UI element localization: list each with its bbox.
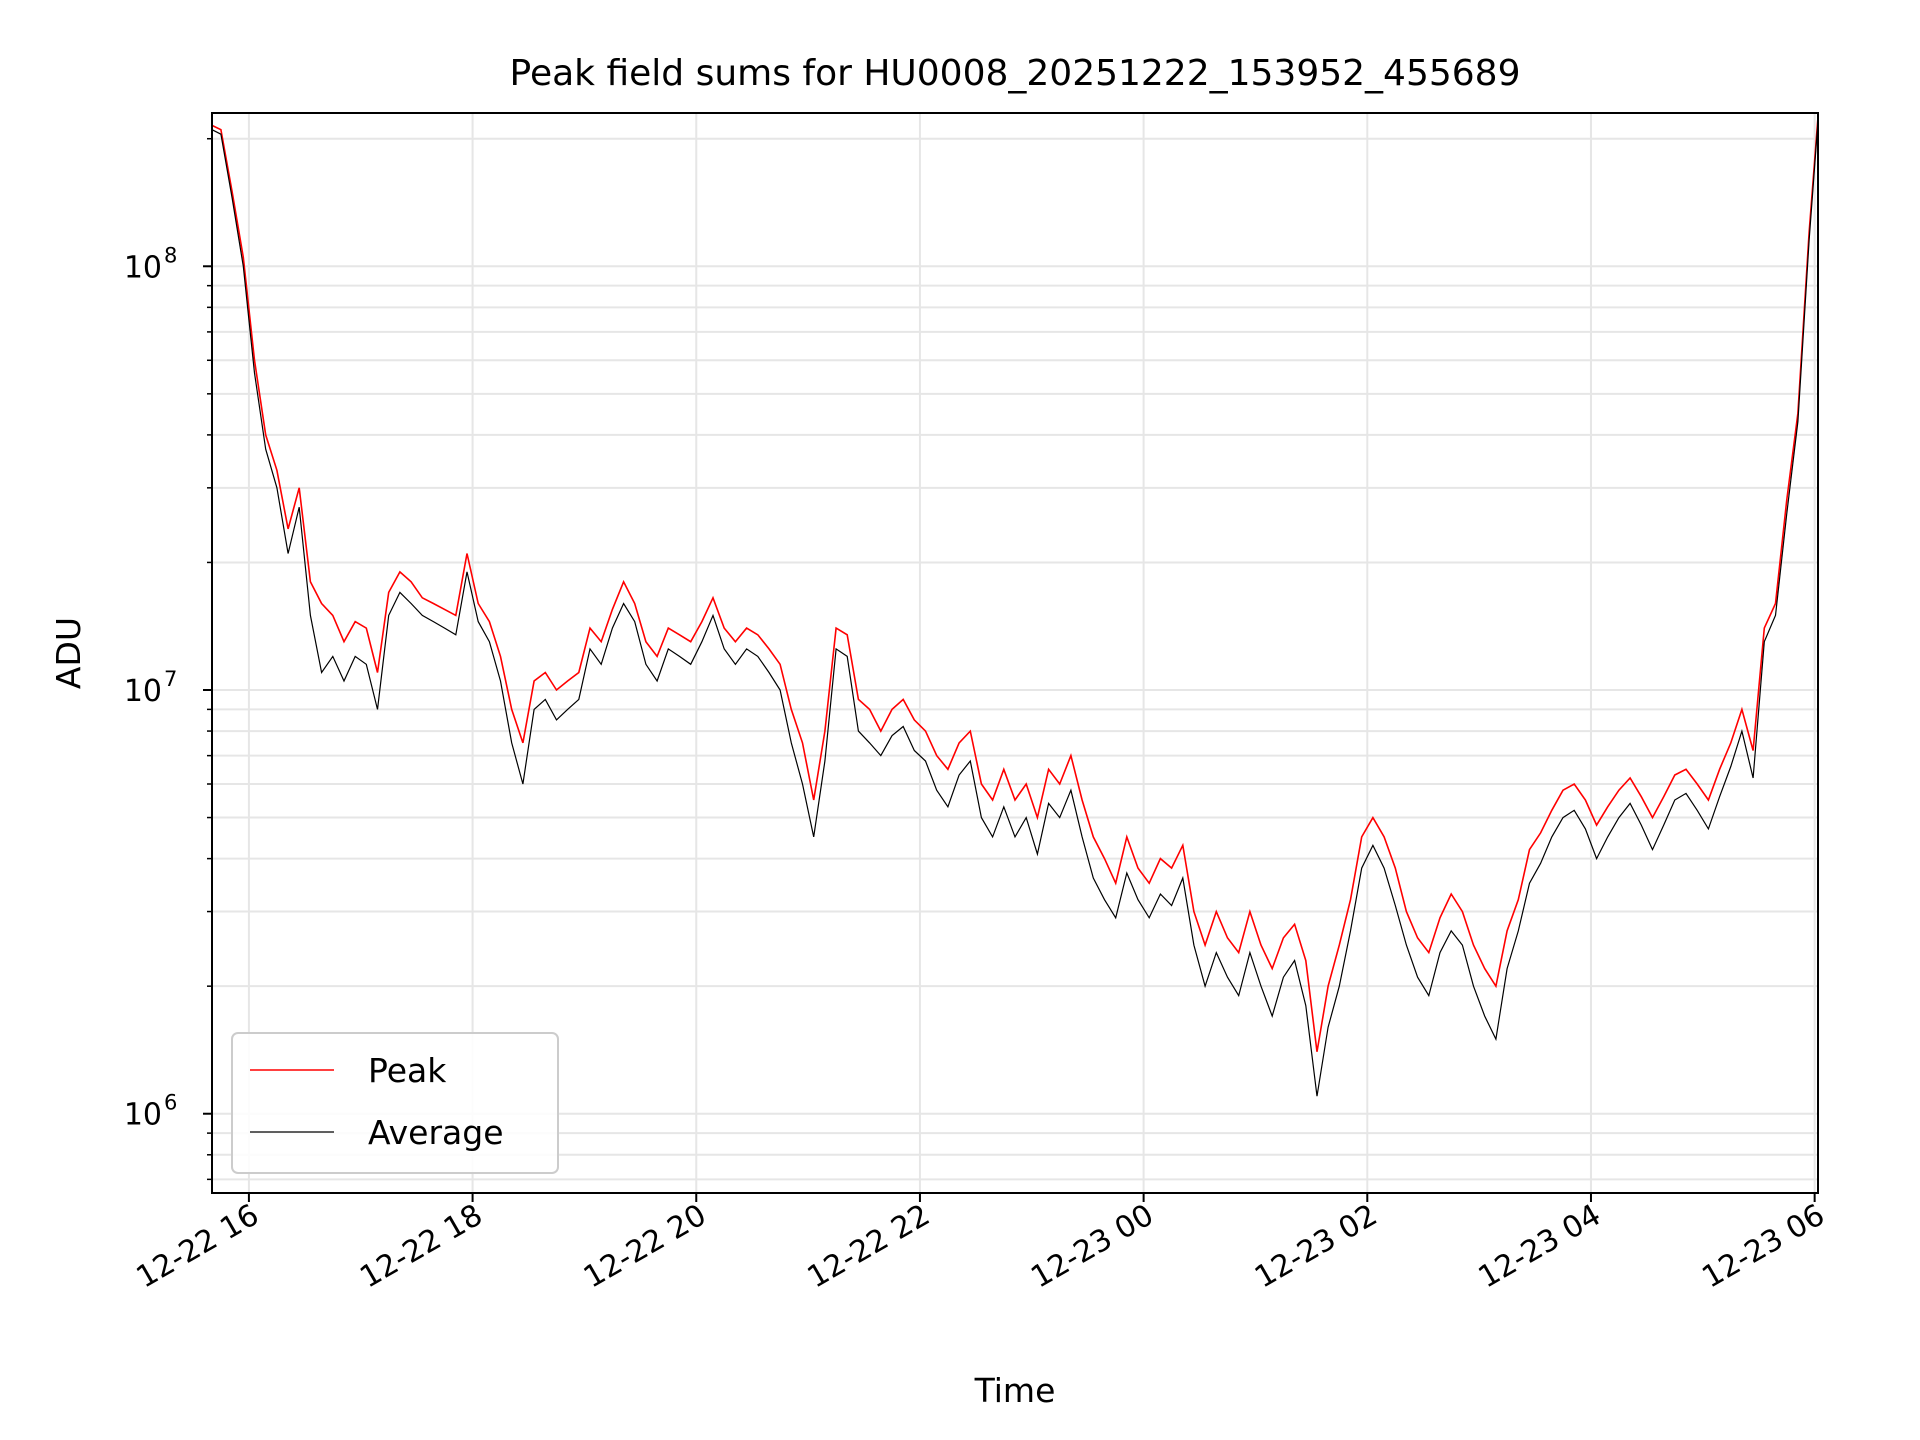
- y-axis-label: ADU: [49, 617, 88, 689]
- plot-area: [212, 113, 1818, 1193]
- legend-label-average: Average: [368, 1113, 504, 1152]
- y-tick-exponent: 8: [164, 243, 177, 267]
- y-tick-label: 10: [124, 674, 162, 709]
- y-tick-label: 10: [124, 1098, 162, 1133]
- chart-title: Peak field sums for HU0008_20251222_1539…: [510, 53, 1521, 94]
- y-tick-exponent: 6: [164, 1091, 177, 1115]
- y-tick-label: 10: [124, 250, 162, 285]
- plot-frame: [211, 112, 1819, 1194]
- legend: Peak Average: [231, 1032, 559, 1174]
- x-axis-label: Time: [974, 1371, 1056, 1410]
- legend-box: [231, 1032, 559, 1174]
- series-layer: [211, 116, 1819, 1097]
- y-tick-exponent: 7: [164, 667, 177, 691]
- legend-label-peak: Peak: [368, 1051, 447, 1090]
- series-line-peak: [211, 116, 1819, 1052]
- series-line-average: [211, 121, 1819, 1097]
